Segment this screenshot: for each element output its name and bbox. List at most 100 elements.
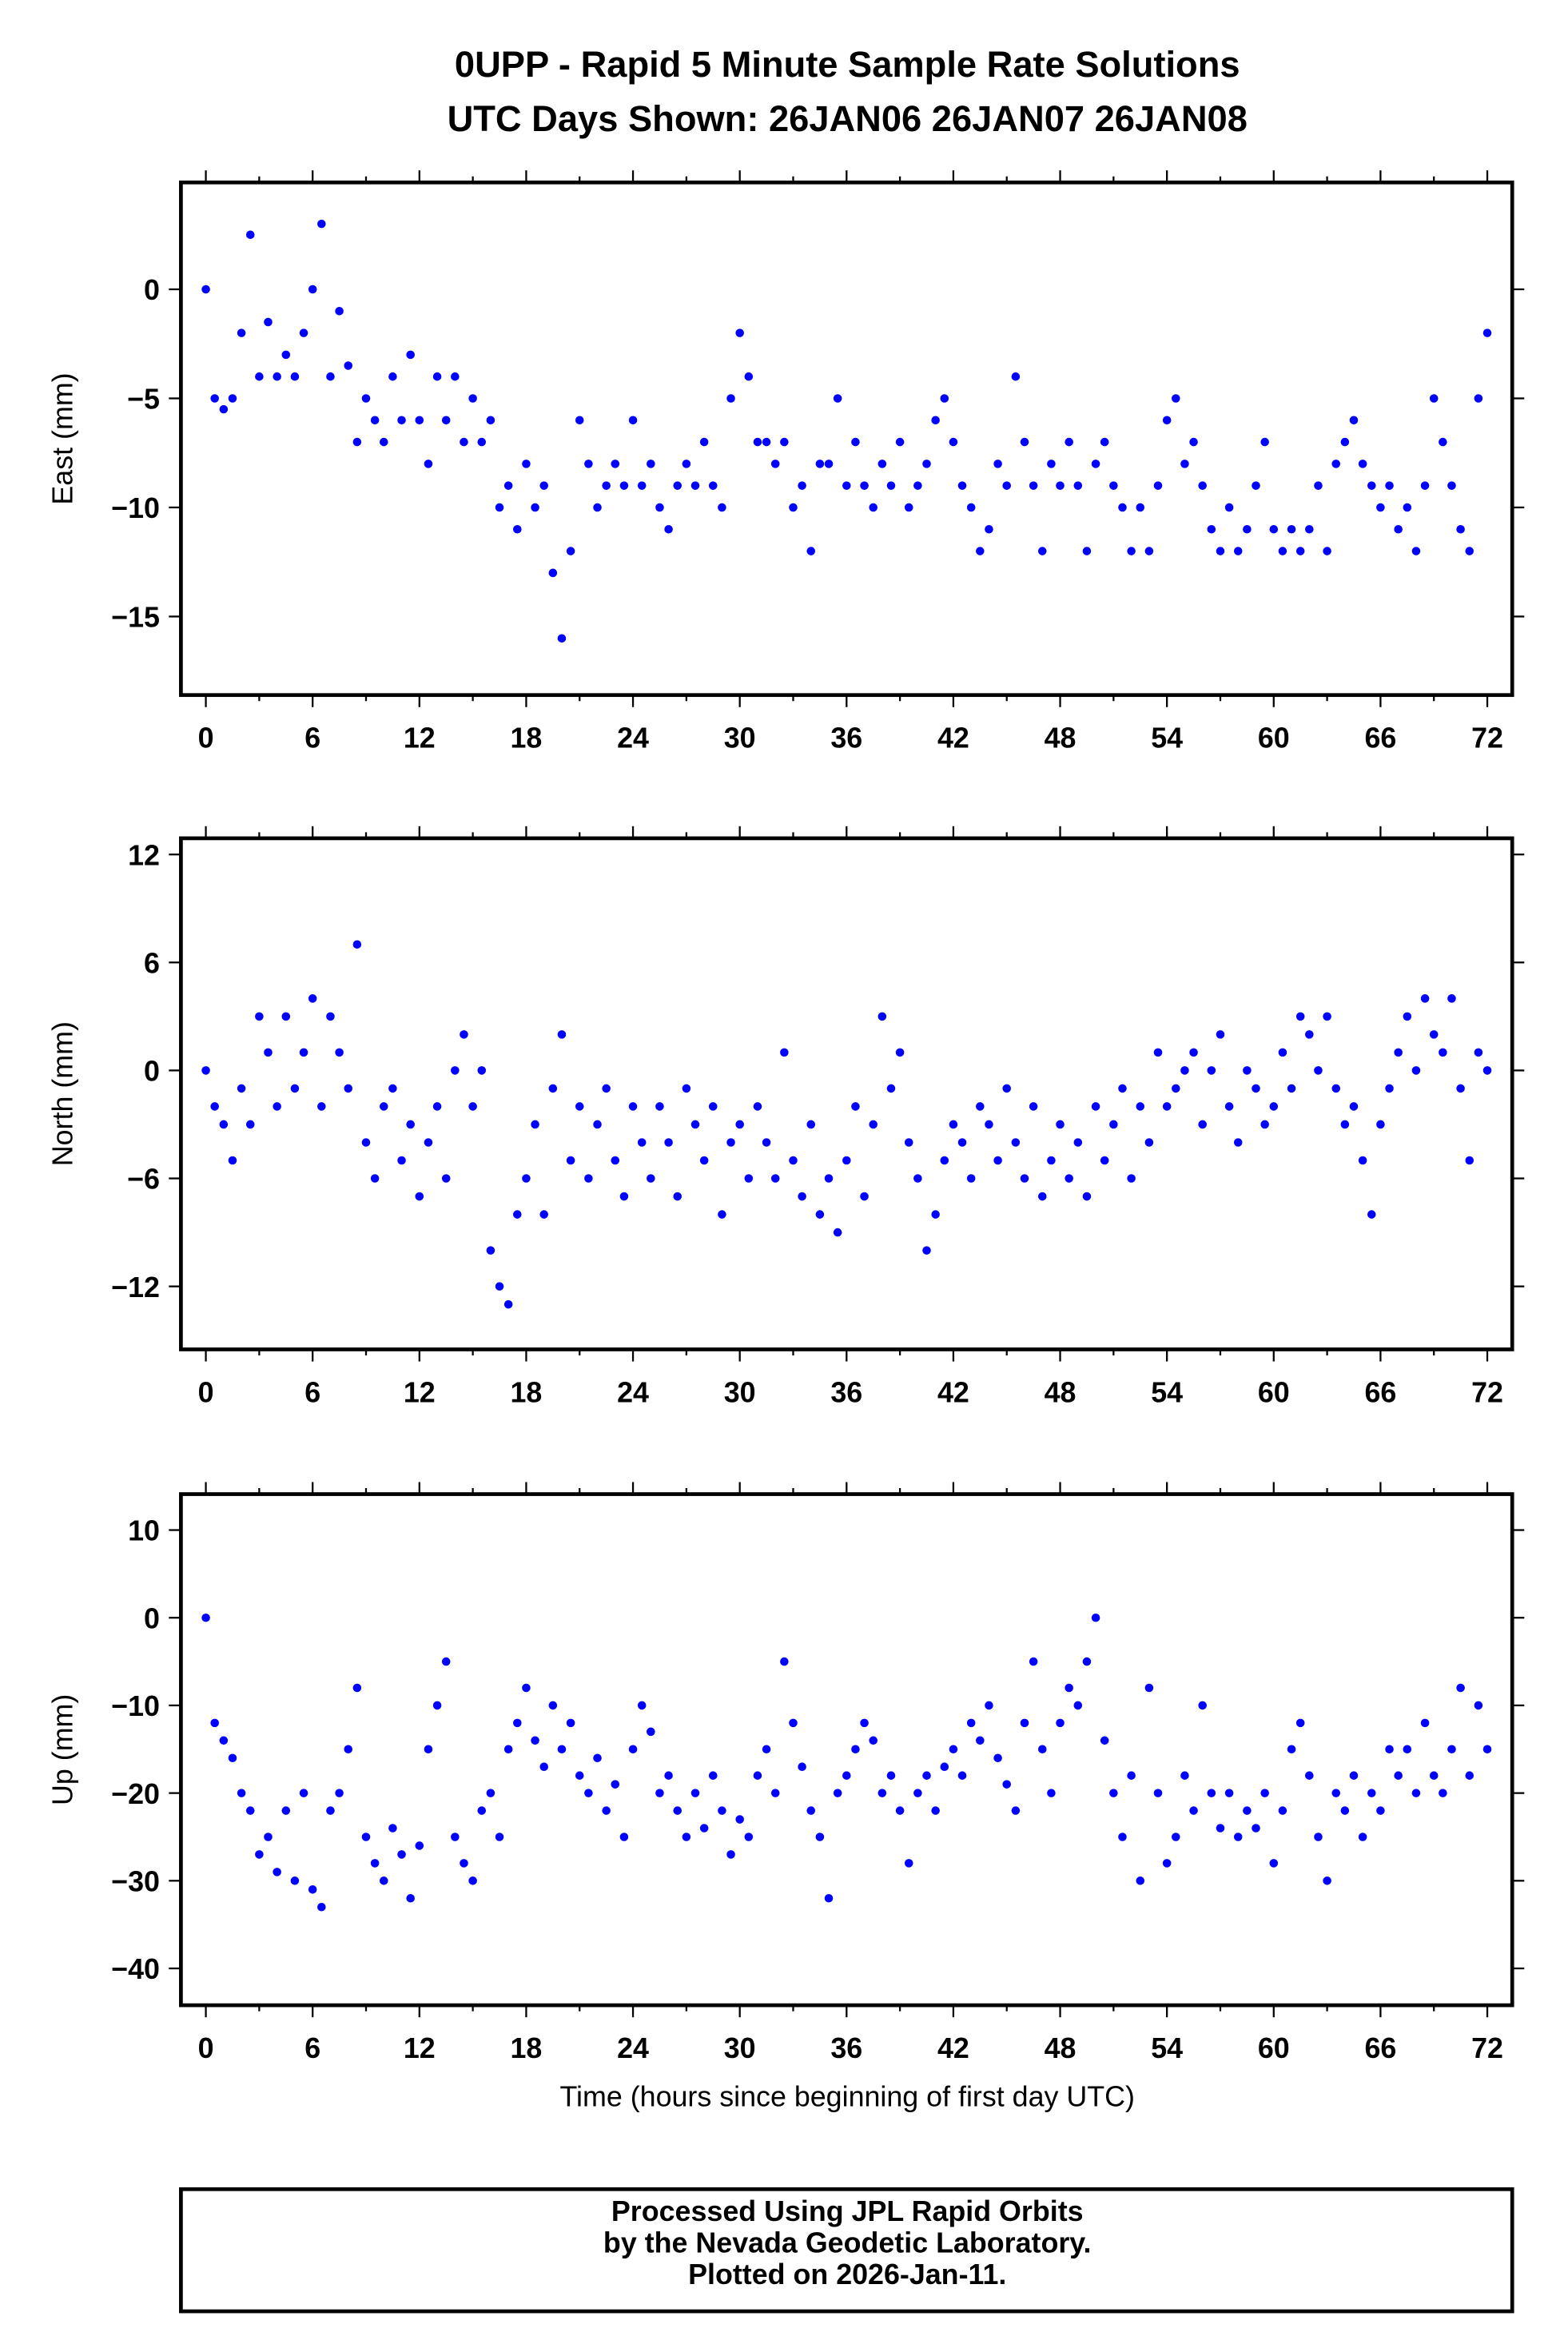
data-point: [584, 1174, 593, 1183]
data-point: [1189, 1806, 1198, 1815]
data-point: [1287, 1084, 1296, 1093]
data-point: [548, 1701, 558, 1710]
data-point: [557, 634, 567, 643]
y-tick-label: 0: [144, 1602, 160, 1634]
data-point: [1323, 547, 1331, 555]
data-point: [842, 1771, 851, 1780]
data-point: [647, 460, 655, 468]
data-point: [1109, 1120, 1118, 1129]
data-point: [1091, 1613, 1100, 1622]
data-point: [441, 416, 451, 425]
data-point: [1482, 328, 1492, 337]
y-tick-label: −10: [111, 1690, 160, 1722]
data-point: [397, 416, 406, 425]
data-point: [726, 1850, 735, 1859]
data-point: [1376, 1806, 1385, 1815]
x-tick-label: 24: [617, 2032, 649, 2064]
data-point: [1162, 416, 1172, 425]
data-point: [228, 1753, 237, 1763]
data-point: [682, 1833, 691, 1841]
data-point: [352, 437, 362, 447]
data-point: [744, 372, 754, 381]
data-point: [957, 1138, 967, 1147]
data-point: [1198, 1701, 1207, 1710]
data-point: [762, 437, 771, 447]
data-point: [611, 460, 620, 468]
data-point: [664, 1771, 673, 1780]
data-point: [361, 394, 371, 403]
data-point: [1216, 1030, 1225, 1039]
data-point: [1153, 1789, 1163, 1797]
data-point: [815, 1833, 825, 1841]
data-point: [495, 1282, 504, 1291]
data-point: [495, 503, 504, 512]
data-point: [878, 460, 887, 468]
data-point: [789, 1156, 798, 1165]
data-point: [531, 1120, 539, 1129]
data-point: [718, 1806, 726, 1815]
x-tick-label: 72: [1471, 2032, 1503, 2064]
data-point: [957, 1771, 967, 1780]
data-point: [228, 394, 237, 403]
data-point: [1358, 1833, 1367, 1841]
data-point: [513, 1718, 522, 1728]
x-tick-label: 42: [937, 1376, 969, 1408]
data-point: [1287, 1745, 1296, 1754]
footer-line-1: Processed Using JPL Rapid Orbits: [611, 2195, 1084, 2227]
data-point: [726, 1138, 735, 1147]
data-point: [815, 1210, 825, 1219]
y-axis-label: East (mm): [47, 372, 79, 504]
data-point: [1065, 437, 1073, 447]
data-point: [1447, 1745, 1456, 1754]
data-point: [486, 1789, 495, 1797]
data-point: [1243, 524, 1252, 534]
data-point: [264, 1048, 273, 1057]
data-point: [682, 460, 691, 468]
data-point: [503, 1299, 513, 1309]
data-point: [593, 503, 602, 512]
data-point: [201, 285, 210, 294]
y-tick-label: 0: [144, 1056, 160, 1088]
data-point: [664, 1138, 673, 1147]
data-point: [335, 1048, 344, 1057]
x-tick-label: 48: [1045, 722, 1077, 754]
data-point: [237, 1789, 246, 1797]
data-point: [815, 460, 825, 468]
data-point: [1439, 1789, 1447, 1797]
data-point: [1385, 1745, 1394, 1754]
data-point: [1340, 1120, 1350, 1129]
data-point: [904, 1859, 913, 1868]
data-point: [575, 416, 584, 425]
x-tick-label: 36: [830, 722, 862, 754]
data-point: [690, 481, 700, 490]
x-tick-label: 12: [404, 722, 436, 754]
data-point: [575, 1102, 584, 1111]
data-point: [1269, 1859, 1279, 1868]
data-point: [1482, 1066, 1492, 1075]
data-point: [1269, 524, 1279, 534]
data-point: [798, 481, 806, 490]
data-point: [1349, 416, 1359, 425]
data-point: [824, 460, 834, 468]
data-point: [1180, 460, 1189, 468]
data-point: [370, 1859, 380, 1868]
data-point: [744, 1833, 754, 1841]
x-tick-label: 0: [198, 722, 214, 754]
y-tick-label: −10: [111, 492, 160, 524]
data-point: [1233, 1833, 1243, 1841]
data-point: [1474, 1701, 1483, 1710]
footer-line-3: Plotted on 2026-Jan-11.: [688, 2258, 1006, 2290]
data-point: [628, 416, 638, 425]
data-point: [735, 328, 744, 337]
data-point: [415, 1841, 424, 1850]
data-point: [966, 1174, 976, 1183]
data-point: [388, 1084, 397, 1093]
data-point: [985, 524, 993, 534]
data-point: [379, 1102, 388, 1111]
data-point: [1429, 394, 1439, 403]
data-point: [255, 1012, 264, 1021]
data-point: [1456, 1084, 1465, 1093]
data-point: [708, 1771, 718, 1780]
data-point: [913, 1174, 922, 1183]
data-point: [352, 1683, 362, 1693]
